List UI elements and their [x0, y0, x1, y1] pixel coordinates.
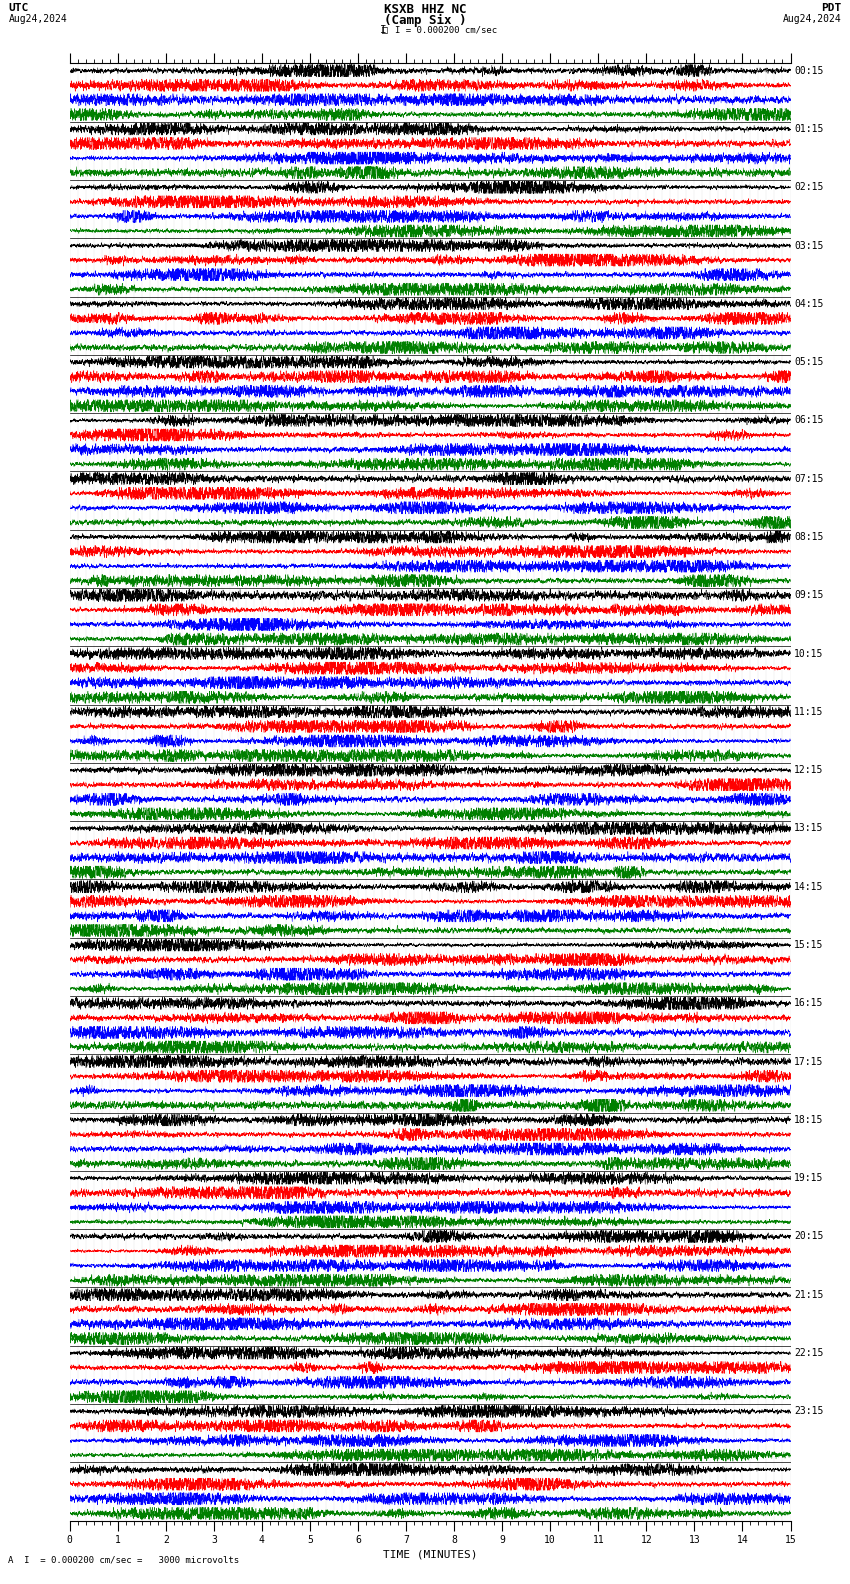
- Text: 09:15: 09:15: [794, 591, 824, 600]
- Text: A  I  = 0.000200 cm/sec =   3000 microvolts: A I = 0.000200 cm/sec = 3000 microvolts: [8, 1555, 240, 1565]
- Text: 11:15: 11:15: [794, 706, 824, 718]
- Text: (Camp Six ): (Camp Six ): [383, 14, 467, 27]
- Text: Aug24,2024: Aug24,2024: [8, 14, 67, 24]
- Text: 23:15: 23:15: [794, 1407, 824, 1416]
- Text: 19:15: 19:15: [794, 1174, 824, 1183]
- Text: 14:15: 14:15: [794, 882, 824, 892]
- Text: □: □: [382, 25, 388, 35]
- Text: 02:15: 02:15: [794, 182, 824, 192]
- X-axis label: TIME (MINUTES): TIME (MINUTES): [382, 1549, 478, 1559]
- Text: 05:15: 05:15: [794, 356, 824, 367]
- Text: I: I: [380, 24, 387, 35]
- Text: 00:15: 00:15: [794, 65, 824, 76]
- Text: 20:15: 20:15: [794, 1231, 824, 1242]
- Text: 06:15: 06:15: [794, 415, 824, 426]
- Text: 12:15: 12:15: [794, 765, 824, 775]
- Text: 10:15: 10:15: [794, 648, 824, 659]
- Text: 21:15: 21:15: [794, 1289, 824, 1300]
- Text: 17:15: 17:15: [794, 1057, 824, 1066]
- Text: 03:15: 03:15: [794, 241, 824, 250]
- Text: 22:15: 22:15: [794, 1348, 824, 1357]
- Text: 13:15: 13:15: [794, 824, 824, 833]
- Text: Aug24,2024: Aug24,2024: [783, 14, 842, 24]
- Text: I = 0.000200 cm/sec: I = 0.000200 cm/sec: [395, 25, 497, 35]
- Text: 07:15: 07:15: [794, 474, 824, 483]
- Text: 01:15: 01:15: [794, 124, 824, 135]
- Text: KSXB HHZ NC: KSXB HHZ NC: [383, 3, 467, 16]
- Text: 04:15: 04:15: [794, 299, 824, 309]
- Text: 16:15: 16:15: [794, 998, 824, 1009]
- Text: 18:15: 18:15: [794, 1115, 824, 1125]
- Text: UTC: UTC: [8, 3, 29, 13]
- Text: 08:15: 08:15: [794, 532, 824, 542]
- Text: PDT: PDT: [821, 3, 842, 13]
- Text: 15:15: 15:15: [794, 939, 824, 950]
